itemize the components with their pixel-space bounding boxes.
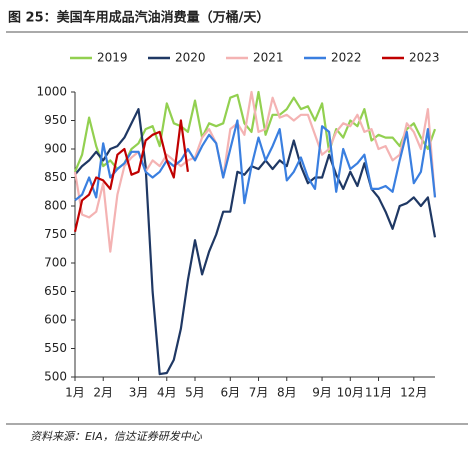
y-tick-label: 750 xyxy=(44,227,67,241)
series-line xyxy=(74,108,437,376)
y-tick-label: 500 xyxy=(44,370,67,384)
y-tick-label: 550 xyxy=(44,341,67,355)
legend-label: 2020 xyxy=(175,51,206,65)
legend-label: 2022 xyxy=(331,51,362,65)
y-tick-label: 700 xyxy=(44,256,67,270)
x-tick-label: 10月 xyxy=(337,386,364,400)
x-tick-label: 1月 xyxy=(65,386,85,400)
x-tick-label: 4月 xyxy=(157,386,177,400)
series-line xyxy=(73,119,189,232)
series-line xyxy=(74,119,437,205)
x-tick-label: 5月 xyxy=(185,386,205,400)
x-tick-label: 3月 xyxy=(129,386,149,400)
y-tick-label: 850 xyxy=(44,170,67,184)
legend-label: 2023 xyxy=(409,51,440,65)
series-line xyxy=(73,90,437,253)
y-tick-label: 600 xyxy=(44,313,67,327)
y-tick-label: 900 xyxy=(44,142,67,156)
x-tick-label: 2月 xyxy=(93,386,113,400)
x-tick-label: 8月 xyxy=(277,386,297,400)
y-tick-label: 650 xyxy=(44,284,67,298)
y-tick-label: 950 xyxy=(44,113,67,127)
y-tick-label: 1000 xyxy=(36,85,67,99)
source: 资料来源：EIA，信达证券研发中心 xyxy=(30,430,203,443)
x-tick-label: 12月 xyxy=(400,386,427,400)
y-tick-label: 800 xyxy=(44,199,67,213)
x-tick-label: 6月 xyxy=(220,386,240,400)
chart-title: 图 25：美国车用成品汽油消费量（万桶/天） xyxy=(8,10,269,26)
legend-label: 2019 xyxy=(97,51,128,65)
x-tick-label: 9月 xyxy=(312,386,332,400)
x-tick-label: 11月 xyxy=(365,386,392,400)
x-tick-label: 7月 xyxy=(249,386,269,400)
legend-label: 2021 xyxy=(253,51,284,65)
